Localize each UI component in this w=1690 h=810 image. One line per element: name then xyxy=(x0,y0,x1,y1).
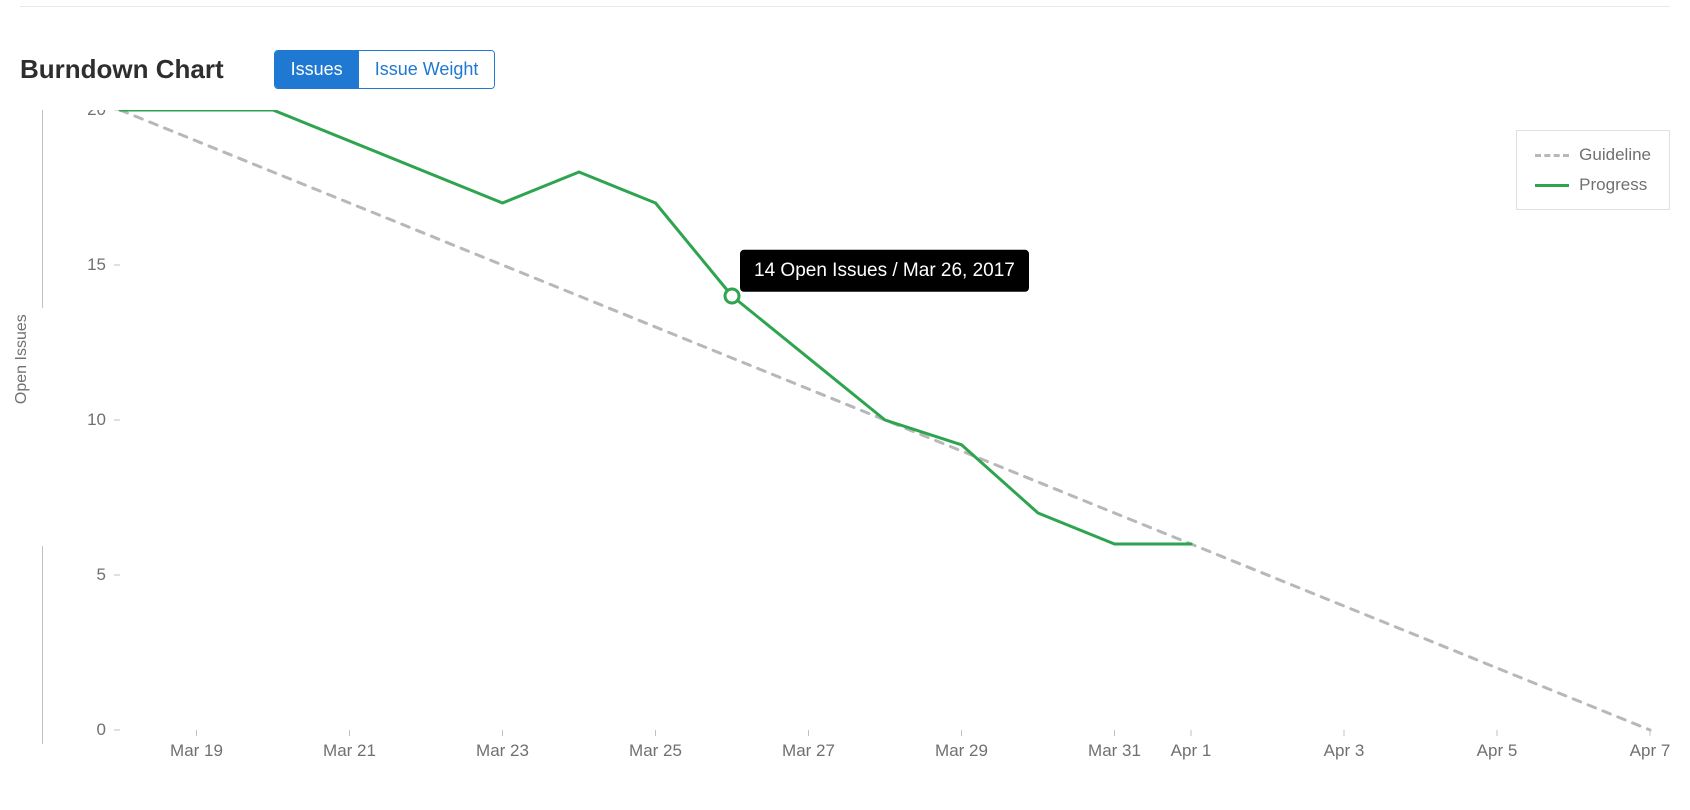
tooltip: 14 Open Issues / Mar 26, 2017 xyxy=(740,250,1029,292)
chart-svg: 0 5 10 15 20 Mar 19 Mar 21 Mar 23 Mar 25 Mar 27 Ma… xyxy=(20,110,1670,770)
svg-text:15: 15 xyxy=(87,255,106,274)
legend-label: Progress xyxy=(1579,175,1647,195)
legend-item-progress: Progress xyxy=(1535,175,1651,195)
toggle-issue-weight-button[interactable]: Issue Weight xyxy=(359,51,495,88)
svg-text:10: 10 xyxy=(87,410,106,429)
svg-text:Mar 29: Mar 29 xyxy=(935,741,988,760)
header: Burndown Chart Issues Issue Weight xyxy=(20,50,495,89)
svg-text:Mar 31: Mar 31 xyxy=(1088,741,1141,760)
y-axis-decor-bar xyxy=(42,546,43,744)
y-axis-decor-bar xyxy=(42,110,43,308)
legend-swatch-guideline xyxy=(1535,154,1569,157)
toggle-issues-button[interactable]: Issues xyxy=(275,51,359,88)
svg-text:Apr 1: Apr 1 xyxy=(1171,741,1212,760)
svg-text:Mar 21: Mar 21 xyxy=(323,741,376,760)
svg-text:Mar 19: Mar 19 xyxy=(170,741,223,760)
svg-text:20: 20 xyxy=(87,110,106,119)
toggle-group: Issues Issue Weight xyxy=(274,50,496,89)
legend-swatch-progress xyxy=(1535,184,1569,187)
burndown-chart: Open Issues 05101520Mar 19Mar 21Mar 23Ma… xyxy=(20,110,1670,770)
svg-text:Mar 25: Mar 25 xyxy=(629,741,682,760)
svg-text:0: 0 xyxy=(97,720,106,739)
legend-item-guideline: Guideline xyxy=(1535,145,1651,165)
page-title: Burndown Chart xyxy=(20,54,224,85)
svg-text:Apr 3: Apr 3 xyxy=(1324,741,1365,760)
svg-text:Mar 23: Mar 23 xyxy=(476,741,529,760)
svg-text:Apr 7: Apr 7 xyxy=(1630,741,1670,760)
top-divider xyxy=(20,6,1670,7)
svg-text:Mar 27: Mar 27 xyxy=(782,741,835,760)
tooltip-text: 14 Open Issues / Mar 26, 2017 xyxy=(754,260,1015,281)
legend-label: Guideline xyxy=(1579,145,1651,165)
svg-text:5: 5 xyxy=(97,565,106,584)
legend: Guideline Progress xyxy=(1516,130,1670,210)
svg-text:Apr 5: Apr 5 xyxy=(1477,741,1518,760)
